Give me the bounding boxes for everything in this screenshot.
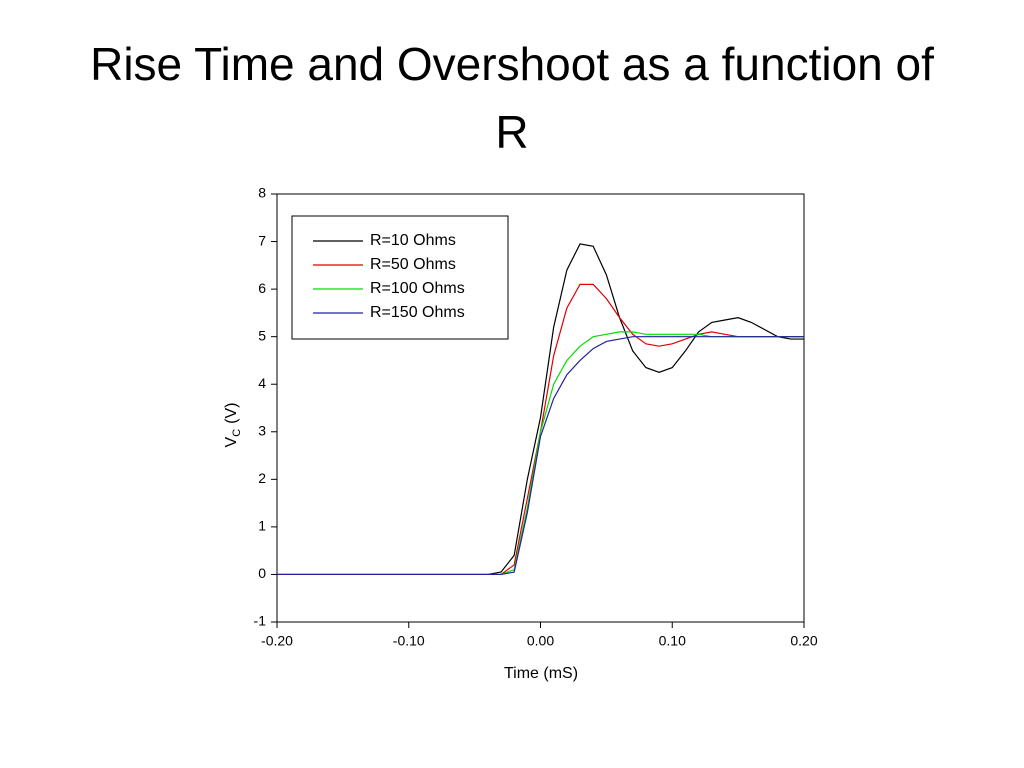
y-label-unit: (V) [223, 403, 240, 424]
y-tick-label: 7 [258, 232, 266, 248]
x-tick-label: 0.10 [659, 633, 686, 649]
slide-title: Rise Time and Overshoot as a function of… [90, 38, 934, 158]
x-tick-label: 0.20 [790, 633, 817, 649]
legend-label: R=150 Ohms [370, 304, 465, 321]
y-tick-label: -1 [254, 613, 267, 629]
y-tick-label: 5 [258, 327, 266, 343]
y-tick-label: 0 [258, 565, 266, 581]
series-line [277, 331, 804, 576]
y-axis-label: VC (V) [223, 403, 243, 448]
plot-area [277, 243, 804, 576]
x-tick-label: 0.00 [527, 633, 554, 649]
y-tick-label: 8 [258, 185, 266, 201]
y-label-sub: C [231, 429, 243, 437]
x-tick-label: -0.20 [261, 633, 293, 649]
legend-label: R=100 Ohms [370, 280, 465, 297]
y-tick-label: 4 [258, 375, 266, 391]
x-axis-label: Time (mS) [504, 665, 578, 682]
series-line [277, 336, 804, 576]
legend-box [291, 215, 509, 340]
y-label-main: V [223, 436, 240, 447]
y-tick-label: 2 [258, 470, 266, 486]
y-tick-label: 3 [258, 422, 266, 438]
x-tick-label: -0.10 [393, 633, 425, 649]
legend-label: R=10 Ohms [370, 232, 456, 249]
y-tick-label: 6 [258, 280, 266, 296]
y-tick-label: 1 [258, 518, 266, 534]
legend-label: R=50 Ohms [370, 256, 456, 273]
